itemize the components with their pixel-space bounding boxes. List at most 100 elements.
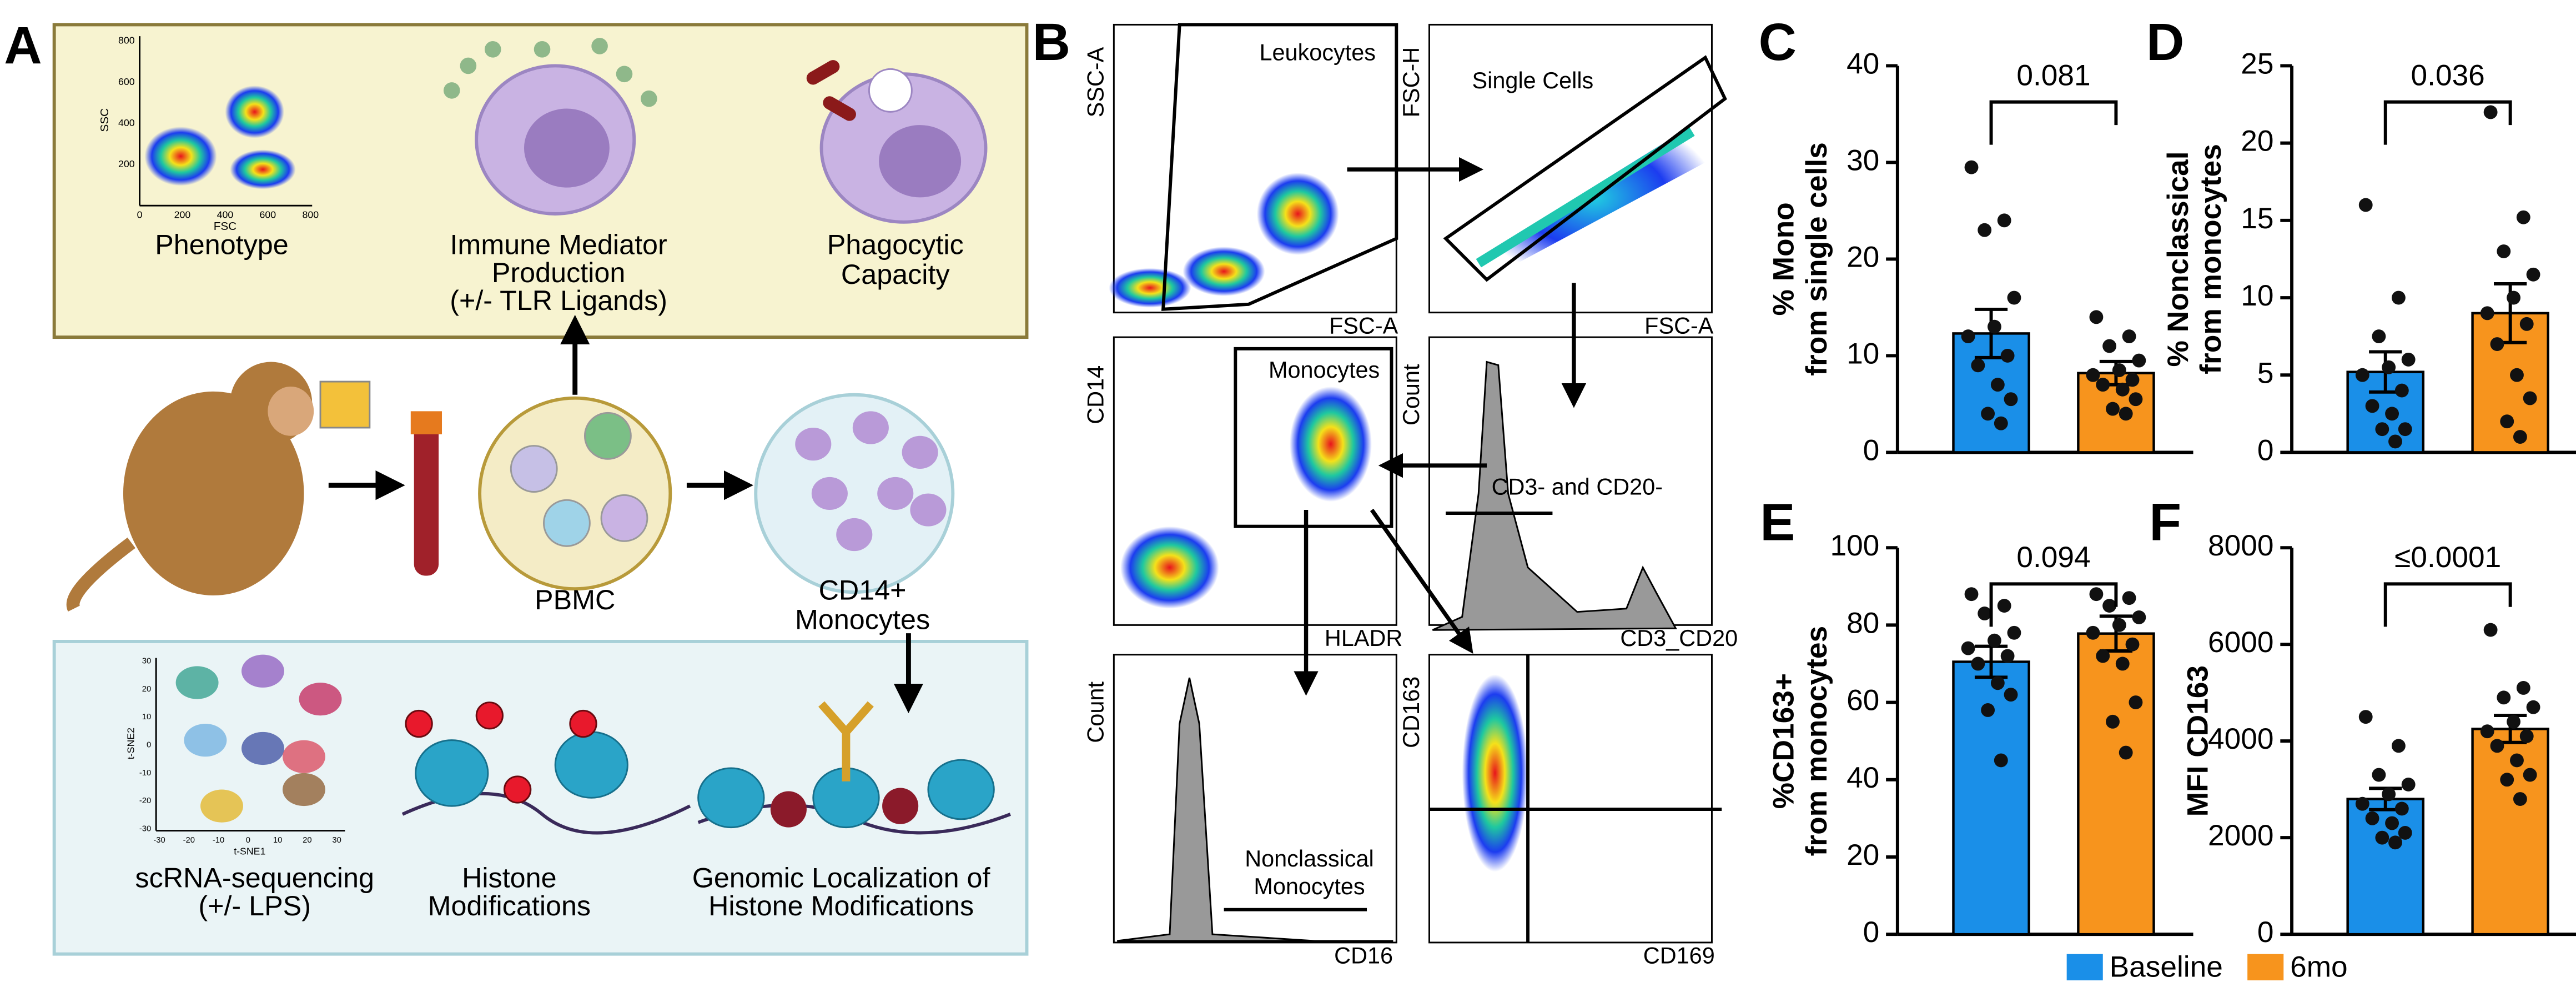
- panel-letter: C: [1759, 13, 1797, 72]
- cell: [543, 499, 591, 547]
- axis-label: CD14: [1083, 365, 1109, 424]
- gate-label: CD3- and CD20-: [1492, 474, 1663, 500]
- caption: (+/- TLR Ligands): [450, 284, 667, 316]
- tick-label: 200: [118, 158, 135, 169]
- antibody-bead: [882, 788, 919, 824]
- data-point: [2102, 339, 2117, 353]
- tick-label: 10: [273, 836, 282, 845]
- caption: Genomic Localization of: [692, 862, 991, 894]
- data-point: [2007, 290, 2021, 305]
- data-point: [2516, 210, 2530, 224]
- data-point: [2483, 623, 2498, 637]
- data-point: [2372, 768, 2386, 782]
- y-axis-label: from monocytes: [1800, 626, 1833, 856]
- y-tick-label: 100: [1830, 529, 1879, 562]
- gate-label: Monocytes: [1254, 873, 1365, 899]
- histone-mark: [475, 702, 504, 730]
- data-point: [1990, 676, 2005, 690]
- density-blob: [225, 85, 284, 138]
- caption: scRNA-sequencing: [135, 862, 374, 894]
- data-point: [2007, 625, 2021, 640]
- significance-bracket: [2383, 582, 2512, 627]
- density-blob: [1109, 268, 1191, 308]
- data-point: [2500, 414, 2514, 429]
- y-axis-label: % Mono: [1768, 202, 1800, 315]
- pbmc-circle: [478, 396, 672, 591]
- antibody: [818, 701, 874, 781]
- data-point: [2125, 637, 2140, 652]
- y-axis-label: from single cells: [1800, 142, 1833, 376]
- axis-label: Count: [1398, 364, 1424, 425]
- data-point: [2388, 434, 2402, 449]
- data-point: [2086, 625, 2100, 640]
- data-point: [2358, 198, 2373, 212]
- data-point: [2096, 378, 2110, 392]
- data-point: [2119, 407, 2133, 421]
- data-point: [1964, 160, 1979, 174]
- histogram: [1432, 360, 1677, 631]
- monkey-face: [268, 386, 314, 436]
- gate: [1443, 55, 1727, 282]
- tick-label: -30: [139, 824, 151, 833]
- tick-label: 20: [142, 685, 151, 694]
- tick-label: 600: [260, 209, 276, 221]
- caption: Histone Modifications: [708, 890, 974, 921]
- y-axis-label: % Nonclassical: [2162, 151, 2195, 367]
- data-point: [1961, 641, 1975, 655]
- data-point: [2519, 317, 2534, 331]
- data-point: [2096, 649, 2110, 663]
- bar: [1952, 660, 2030, 936]
- y-axis-label: MFI CD163: [2181, 665, 2214, 816]
- data-point: [2483, 105, 2498, 119]
- data-point: [2490, 337, 2504, 351]
- data-point: [2388, 835, 2402, 850]
- legend-swatch: [2247, 954, 2284, 981]
- cytokine: [443, 82, 460, 99]
- tick-label: 0: [137, 209, 143, 221]
- gate: [1161, 23, 1398, 311]
- axis-label: Count: [1083, 682, 1109, 743]
- y-axis-label: %CD163+: [1768, 673, 1800, 809]
- monocyte: [877, 477, 914, 510]
- caption: (+/- LPS): [198, 890, 311, 921]
- cytokine: [641, 90, 657, 107]
- density-blob: [230, 149, 296, 189]
- tick-label: 30: [142, 657, 151, 665]
- data-point: [2382, 787, 2396, 801]
- density-blob: [1120, 526, 1219, 609]
- y-tick-label: 40: [1847, 48, 1879, 81]
- caption: Histone: [462, 862, 557, 894]
- data-point: [2391, 290, 2406, 305]
- caption: PBMC: [535, 584, 615, 615]
- data-point: [2355, 368, 2369, 382]
- tick-label: 400: [217, 209, 234, 221]
- data-point: [2102, 599, 2117, 613]
- data-point: [1981, 703, 1995, 717]
- y-tick-label: 80: [1847, 607, 1879, 639]
- cytokine: [460, 57, 477, 74]
- data-point: [1994, 753, 2008, 768]
- data-point: [2089, 310, 2104, 324]
- caption: Production: [492, 257, 625, 288]
- cup: [319, 380, 371, 429]
- tick-label: 30: [332, 836, 341, 845]
- tick-label: 800: [302, 209, 319, 221]
- histone-mark: [569, 709, 597, 738]
- cell: [600, 494, 648, 542]
- tick-label: -30: [153, 836, 165, 845]
- axis-label: HLADR: [1325, 625, 1402, 651]
- panel-letter: E: [1760, 493, 1795, 552]
- antibody-bead: [770, 791, 807, 828]
- significance-bracket: [1989, 582, 2118, 627]
- gate-label: Monocytes: [1269, 357, 1380, 383]
- histone-mark: [503, 775, 532, 804]
- cluster: [299, 683, 342, 716]
- data-point: [2365, 399, 2379, 413]
- cluster: [200, 789, 243, 823]
- data-point: [1994, 416, 2008, 430]
- monocyte: [910, 493, 947, 527]
- y-tick-label: 20: [1847, 839, 1879, 871]
- tick-label: -20: [183, 836, 195, 845]
- caption: Immune Mediator: [450, 229, 667, 260]
- data-point: [1961, 329, 1975, 344]
